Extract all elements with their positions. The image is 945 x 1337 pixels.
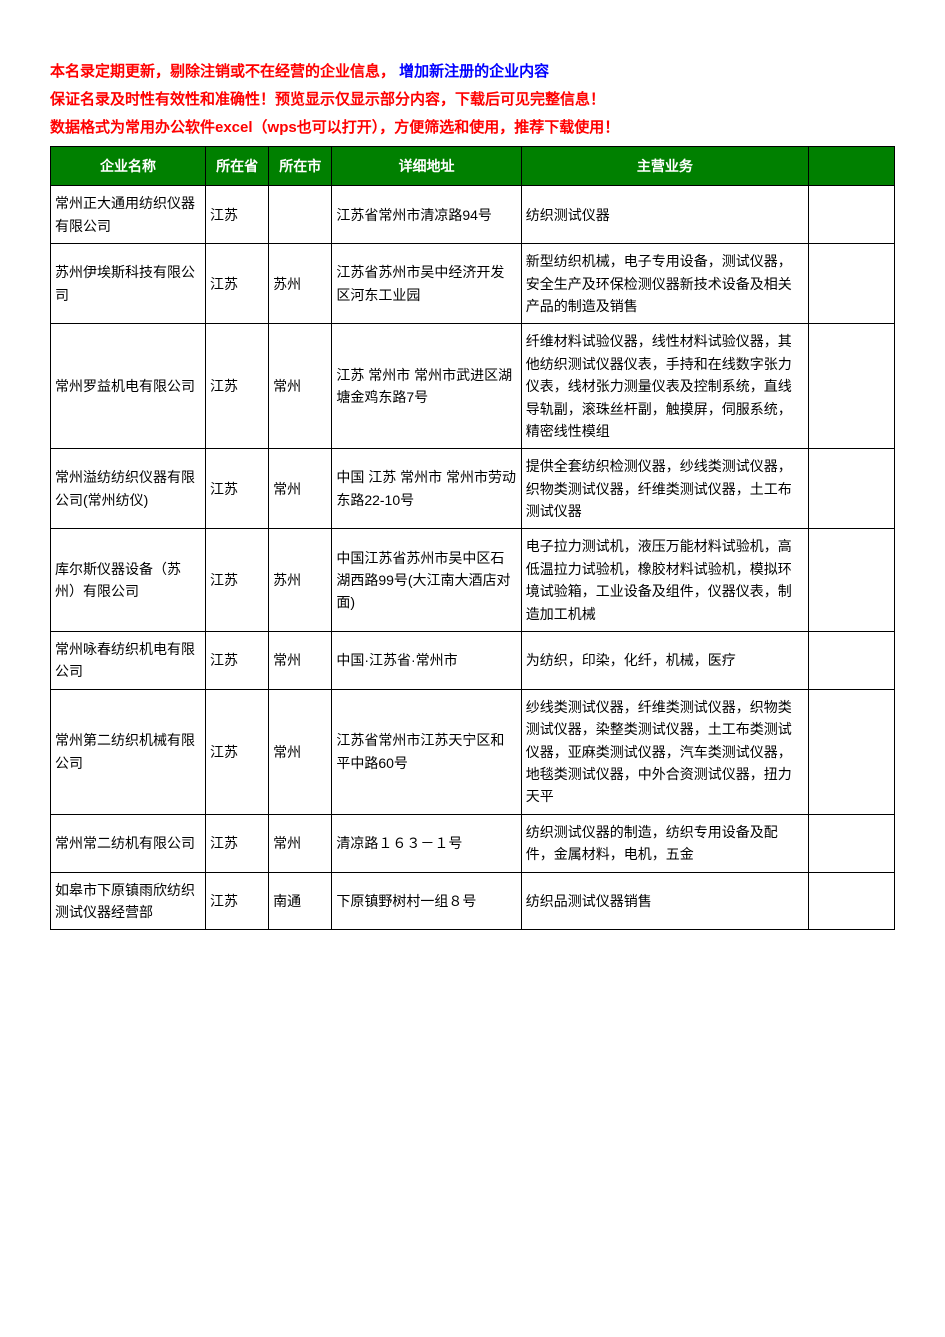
cell-province: 江苏 [206,632,269,690]
cell-address: 清凉路１６３－１号 [332,814,521,872]
cell-address: 中国 江苏 常州市 常州市劳动东路22-10号 [332,449,521,529]
cell-address: 江苏省常州市清凉路94号 [332,186,521,244]
table-row: 常州咏春纺织机电有限公司 江苏 常州 中国·江苏省·常州市 为纺织，印染，化纤，… [51,632,895,690]
table-header-row: 企业名称 所在省 所在市 详细地址 主营业务 [51,147,895,186]
cell-business: 纺织测试仪器的制造，纺织专用设备及配件，金属材料，电机，五金 [521,814,808,872]
cell-business: 提供全套纺织检测仪器，纱线类测试仪器，织物类测试仪器，纤维类测试仪器，土工布测试… [521,449,808,529]
cell-address: 江苏省常州市江苏天宁区和平中路60号 [332,689,521,814]
intro-line-1: 本名录定期更新，剔除注销或不在经营的企业信息， 增加新注册的企业内容 [50,60,895,84]
cell-business: 纱线类测试仪器，纤维类测试仪器，织物类测试仪器，染整类测试仪器，土工布类测试仪器… [521,689,808,814]
cell-province: 江苏 [206,449,269,529]
cell-city: 常州 [269,814,332,872]
cell-business: 纤维材料试验仪器，线性材料试验仪器，其他纺织测试仪器仪表，手持和在线数字张力仪表… [521,324,808,449]
cell-extra [808,324,894,449]
cell-province: 江苏 [206,529,269,632]
cell-address: 中国·江苏省·常州市 [332,632,521,690]
cell-province: 江苏 [206,814,269,872]
cell-name: 常州常二纺机有限公司 [51,814,206,872]
cell-name: 如皋市下原镇雨欣纺织测试仪器经营部 [51,872,206,930]
cell-name: 常州正大通用纺织仪器有限公司 [51,186,206,244]
table-row: 库尔斯仪器设备（苏州）有限公司 江苏 苏州 中国江苏省苏州市吴中区石湖西路99号… [51,529,895,632]
cell-extra [808,814,894,872]
table-row: 苏州伊埃斯科技有限公司 江苏 苏州 江苏省苏州市吴中经济开发区河东工业园 新型纺… [51,244,895,324]
cell-business: 纺织品测试仪器销售 [521,872,808,930]
cell-extra [808,632,894,690]
intro-line-1-red: 本名录定期更新，剔除注销或不在经营的企业信息， [50,63,395,80]
cell-extra [808,689,894,814]
cell-extra [808,449,894,529]
table-row: 常州第二纺织机械有限公司 江苏 常州 江苏省常州市江苏天宁区和平中路60号 纱线… [51,689,895,814]
cell-city: 常州 [269,449,332,529]
header-extra [808,147,894,186]
cell-province: 江苏 [206,689,269,814]
cell-business: 电子拉力测试机，液压万能材料试验机，高低温拉力试验机，橡胶材料试验机，模拟环境试… [521,529,808,632]
cell-province: 江苏 [206,186,269,244]
table-body: 常州正大通用纺织仪器有限公司 江苏 江苏省常州市清凉路94号 纺织测试仪器 苏州… [51,186,895,930]
cell-business: 新型纺织机械，电子专用设备，测试仪器，安全生产及环保检测仪器新技术设备及相关产品… [521,244,808,324]
cell-business: 纺织测试仪器 [521,186,808,244]
intro-line-3: 数据格式为常用办公软件excel（wps也可以打开），方便筛选和使用，推荐下载使… [50,116,895,140]
cell-extra [808,872,894,930]
cell-address: 中国江苏省苏州市吴中区石湖西路99号(大江南大酒店对面) [332,529,521,632]
cell-city [269,186,332,244]
cell-city: 苏州 [269,244,332,324]
cell-province: 江苏 [206,872,269,930]
table-row: 常州罗益机电有限公司 江苏 常州 江苏 常州市 常州市武进区湖塘金鸡东路7号 纤… [51,324,895,449]
header-address: 详细地址 [332,147,521,186]
header-city: 所在市 [269,147,332,186]
cell-city: 常州 [269,632,332,690]
cell-province: 江苏 [206,244,269,324]
cell-name: 库尔斯仪器设备（苏州）有限公司 [51,529,206,632]
cell-city: 南通 [269,872,332,930]
cell-address: 下原镇野树村一组８号 [332,872,521,930]
header-province: 所在省 [206,147,269,186]
cell-address: 江苏省苏州市吴中经济开发区河东工业园 [332,244,521,324]
header-business: 主营业务 [521,147,808,186]
intro-line-1-blue: 增加新注册的企业内容 [395,63,549,80]
table-row: 常州常二纺机有限公司 江苏 常州 清凉路１６３－１号 纺织测试仪器的制造，纺织专… [51,814,895,872]
cell-business: 为纺织，印染，化纤，机械，医疗 [521,632,808,690]
table-row: 常州正大通用纺织仪器有限公司 江苏 江苏省常州市清凉路94号 纺织测试仪器 [51,186,895,244]
cell-name: 常州溢纺纺织仪器有限公司(常州纺仪) [51,449,206,529]
cell-name: 常州罗益机电有限公司 [51,324,206,449]
table-row: 常州溢纺纺织仪器有限公司(常州纺仪) 江苏 常州 中国 江苏 常州市 常州市劳动… [51,449,895,529]
cell-extra [808,244,894,324]
intro-line-2: 保证名录及时性有效性和准确性！预览显示仅显示部分内容，下载后可见完整信息！ [50,88,895,112]
cell-extra [808,529,894,632]
company-table: 企业名称 所在省 所在市 详细地址 主营业务 常州正大通用纺织仪器有限公司 江苏… [50,146,895,930]
table-row: 如皋市下原镇雨欣纺织测试仪器经营部 江苏 南通 下原镇野树村一组８号 纺织品测试… [51,872,895,930]
cell-city: 苏州 [269,529,332,632]
cell-city: 常州 [269,324,332,449]
header-company-name: 企业名称 [51,147,206,186]
cell-city: 常州 [269,689,332,814]
cell-name: 常州第二纺织机械有限公司 [51,689,206,814]
cell-extra [808,186,894,244]
cell-province: 江苏 [206,324,269,449]
cell-address: 江苏 常州市 常州市武进区湖塘金鸡东路7号 [332,324,521,449]
cell-name: 常州咏春纺织机电有限公司 [51,632,206,690]
cell-name: 苏州伊埃斯科技有限公司 [51,244,206,324]
